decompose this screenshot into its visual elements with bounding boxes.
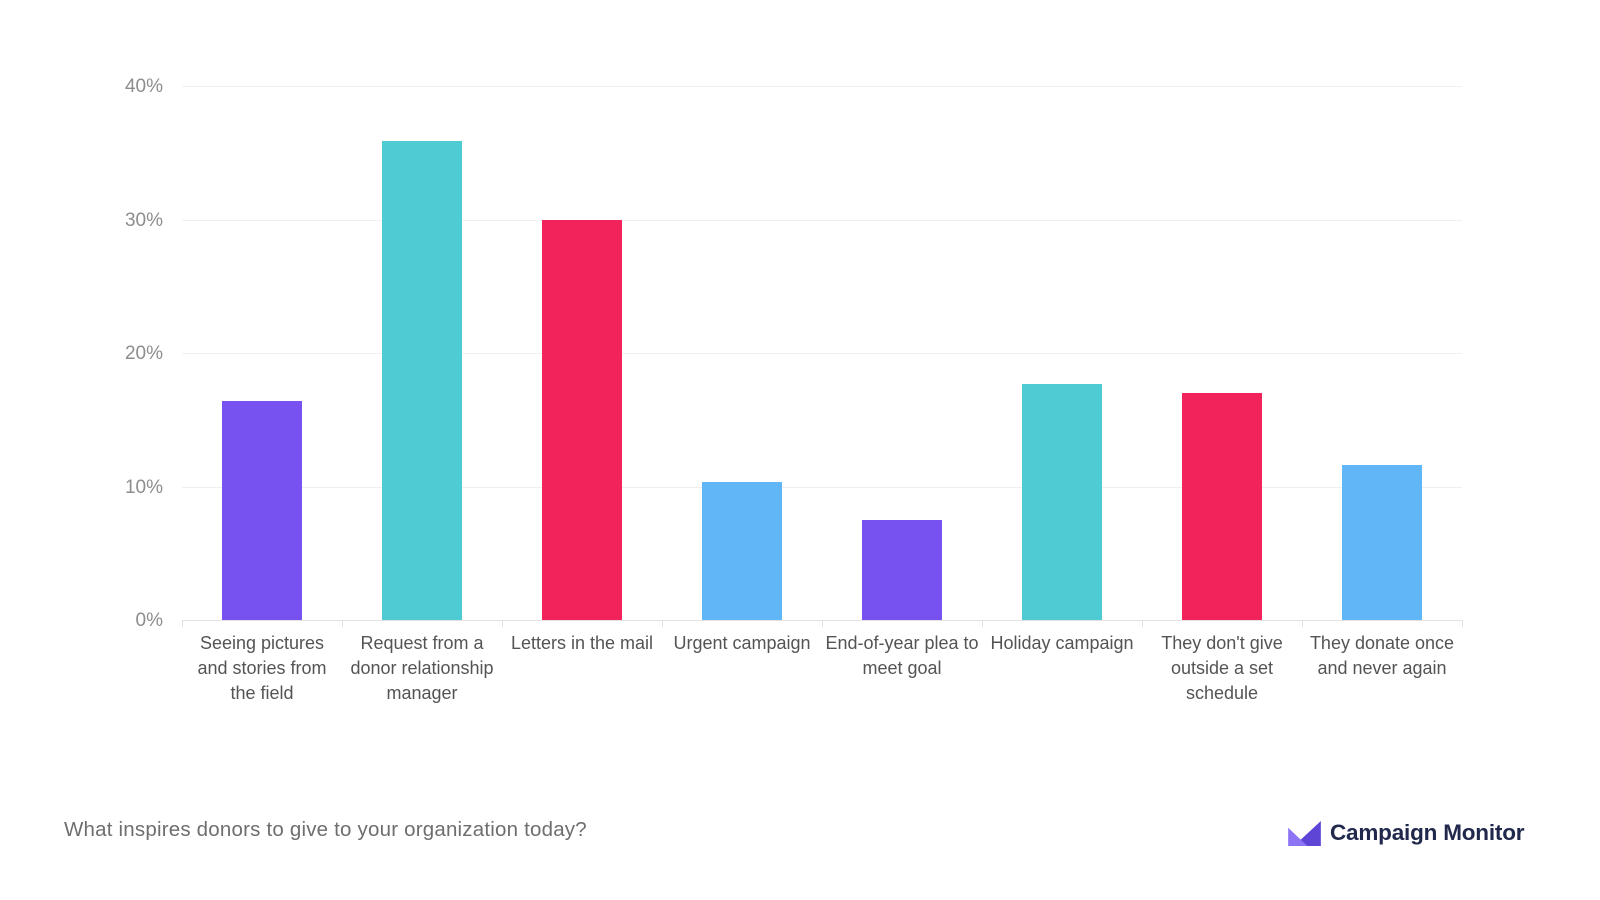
- category-label: Urgent campaign: [673, 633, 811, 653]
- bar: [382, 140, 462, 620]
- bar: [862, 519, 942, 620]
- gridline: [182, 353, 1462, 354]
- x-axis-tick: [662, 620, 663, 627]
- campaign-monitor-logo-icon: [1288, 820, 1321, 846]
- x-axis-tick: [342, 620, 343, 627]
- category-label: Holiday campaign: [990, 633, 1134, 653]
- category-label: Request from a donor relationship manage…: [350, 633, 494, 703]
- gridline: [182, 486, 1462, 488]
- brand-name: Campaign Monitor: [1330, 820, 1525, 845]
- y-axis-tick-label: 30%: [124, 209, 163, 231]
- chart-question-caption: What inspires donors to give to your org…: [64, 818, 587, 841]
- bar: [1022, 383, 1102, 620]
- y-axis-tick-label: 10%: [124, 476, 163, 498]
- category-label: They donate once and never again: [1309, 633, 1455, 678]
- x-axis-tick: [822, 620, 823, 627]
- bar: [702, 482, 782, 620]
- gridline: [182, 219, 1462, 221]
- x-axis-tick: [502, 620, 503, 627]
- y-axis-tick-label: 20%: [124, 343, 163, 364]
- x-axis-tick: [982, 620, 983, 627]
- category-label: They don't give outside a set schedule: [1161, 633, 1283, 703]
- bar: [1342, 465, 1422, 620]
- bar: [542, 219, 622, 620]
- x-axis-tick: [1142, 620, 1143, 627]
- category-label: Letters in the mail: [510, 633, 654, 653]
- gridline: [182, 86, 1462, 87]
- bar: [1182, 393, 1262, 620]
- y-axis-tick-label: 0%: [135, 610, 163, 631]
- y-axis-tick-label: 40%: [124, 76, 163, 97]
- bar: [222, 401, 302, 620]
- category-label: Seeing pictures and stories from the fie…: [197, 633, 327, 703]
- category-label: End-of-year plea to meet goal: [825, 633, 979, 678]
- campaign-monitor-logo: Campaign Monitor: [1288, 820, 1524, 846]
- x-axis-tick: [1302, 620, 1303, 627]
- x-axis-tick: [182, 620, 183, 627]
- x-axis-tick: [1462, 620, 1463, 627]
